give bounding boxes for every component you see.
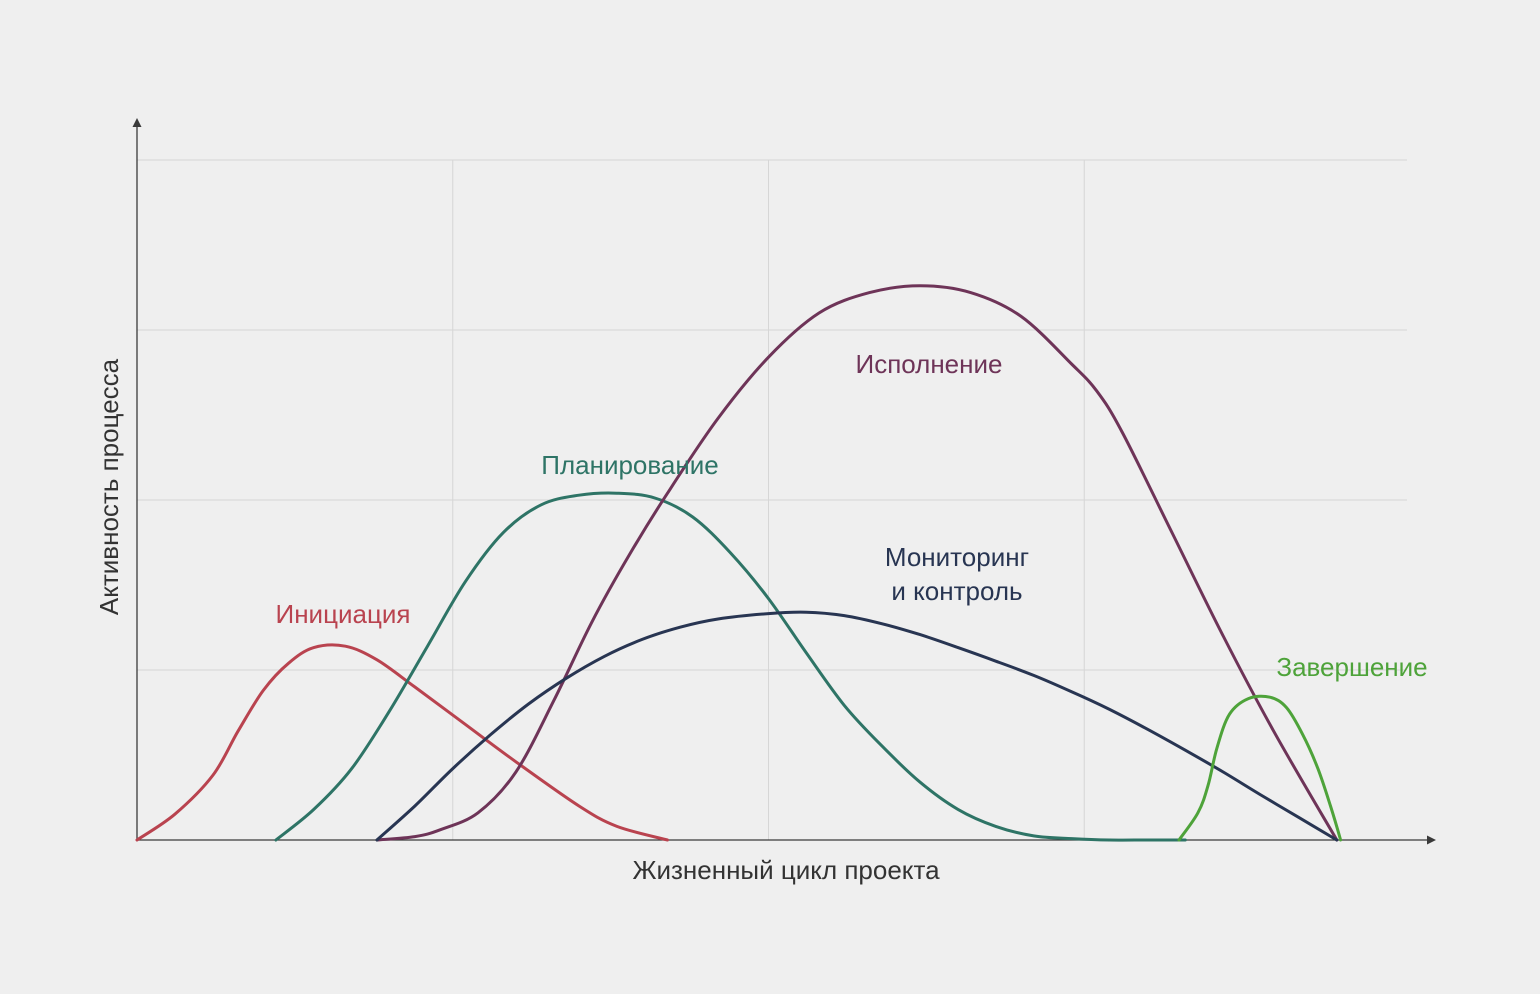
series-label-line: Мониторинг (885, 542, 1029, 572)
series-label-4: Мониторинг и контроль (885, 542, 1029, 606)
series-line-5 (1177, 694, 1343, 842)
series-labels: Инициация Планирование Исполнение Мониторин… (276, 349, 1428, 682)
series-label-5: Завершение (1276, 652, 1427, 682)
series-line-4 (375, 610, 1339, 842)
series-label-line: и контроль (891, 576, 1022, 606)
series-line-1 (135, 643, 669, 842)
axes (132, 118, 1436, 845)
x-axis-arrow-icon (1427, 835, 1436, 845)
y-axis-arrow-icon (132, 118, 142, 127)
series-label-line: Исполнение (856, 349, 1003, 379)
series-label-3: Исполнение (856, 349, 1003, 379)
grid (137, 159, 1407, 840)
series-line-2 (274, 491, 1187, 842)
y-axis-title: Активность процесса (94, 358, 124, 615)
series-label-line: Завершение (1276, 652, 1427, 682)
series-label-1: Инициация (276, 599, 411, 629)
series-lines (135, 284, 1343, 842)
x-axis-title: Жизненный цикл проекта (632, 855, 940, 885)
series-label-2: Планирование (541, 450, 718, 480)
series-label-line: Планирование (541, 450, 718, 480)
series-label-line: Инициация (276, 599, 411, 629)
series-line-3 (375, 284, 1339, 842)
